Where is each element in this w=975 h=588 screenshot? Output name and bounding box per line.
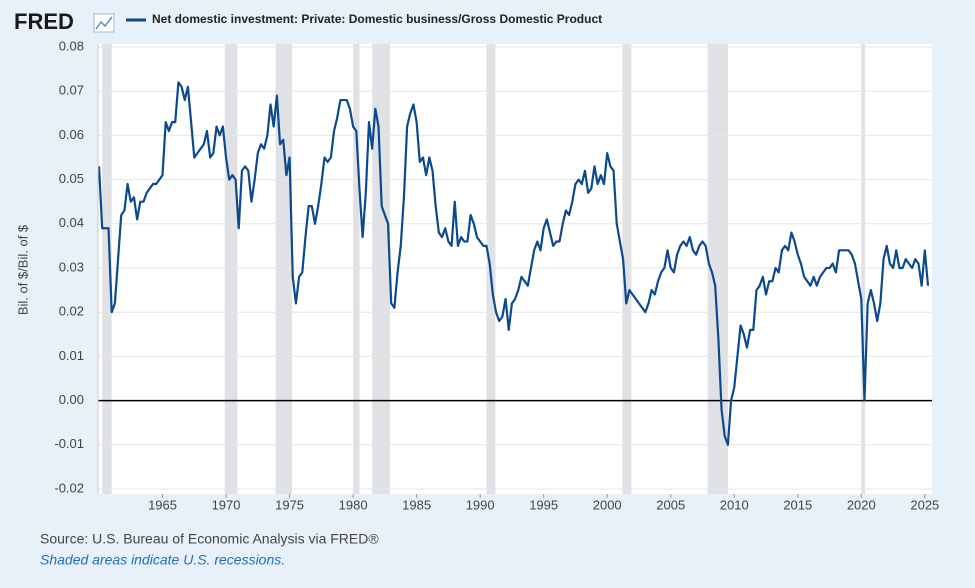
- y-tick-label: 0.02: [59, 304, 84, 319]
- recession-note: Shaded areas indicate U.S. recessions.: [40, 552, 285, 568]
- y-axis-label: Bil. of $/Bil. of $: [15, 224, 30, 315]
- x-tick-label: 1985: [402, 497, 431, 512]
- x-tick-label: 2000: [593, 497, 622, 512]
- recession-band: [275, 44, 293, 494]
- brand-logo: FRED: [14, 9, 74, 34]
- x-tick-label: 1965: [148, 497, 177, 512]
- y-tick-label: 0.04: [59, 215, 84, 230]
- x-tick-label: 1990: [466, 497, 495, 512]
- logo-icon-line: [95, 16, 113, 30]
- recession-band: [372, 44, 390, 494]
- y-tick-label: 0.08: [59, 38, 84, 53]
- x-tick-label: 1980: [339, 497, 368, 512]
- x-tick-label: 1995: [529, 497, 558, 512]
- x-tick-label: 2020: [847, 497, 876, 512]
- recession-band: [224, 44, 238, 494]
- recession-band: [707, 44, 728, 494]
- y-tick-label: 0.07: [59, 83, 84, 98]
- x-tick-label: 2010: [720, 497, 749, 512]
- x-tick-label: 1975: [275, 497, 304, 512]
- logo-icon: [93, 13, 115, 33]
- y-tick-label: 0.03: [59, 259, 84, 274]
- line-layer: [97, 81, 930, 446]
- recession-band: [861, 44, 866, 494]
- legend-label: Net domestic investment: Private: Domest…: [152, 12, 602, 26]
- grid-layer: [98, 46, 932, 490]
- x-tick-label: 1970: [212, 497, 241, 512]
- x-tick-label: 2015: [783, 497, 812, 512]
- recession-band: [622, 44, 632, 494]
- y-tick-label: 0.06: [59, 127, 84, 142]
- series-line: [97, 81, 930, 446]
- x-tick-label: 2025: [910, 497, 939, 512]
- y-tick-label: 0.05: [59, 171, 84, 186]
- x-tick-label: 2005: [656, 497, 685, 512]
- y-tick-label: -0.02: [54, 480, 84, 495]
- y-tick-label: 0.01: [59, 348, 84, 363]
- recession-band: [353, 44, 360, 494]
- recession-band: [102, 44, 112, 494]
- logo-icon-box: [93, 13, 115, 33]
- plot-area: [98, 44, 932, 494]
- y-tick-label: 0.00: [59, 392, 84, 407]
- y-tick-label: -0.01: [54, 436, 84, 451]
- source-note: Source: U.S. Bureau of Economic Analysis…: [40, 531, 379, 547]
